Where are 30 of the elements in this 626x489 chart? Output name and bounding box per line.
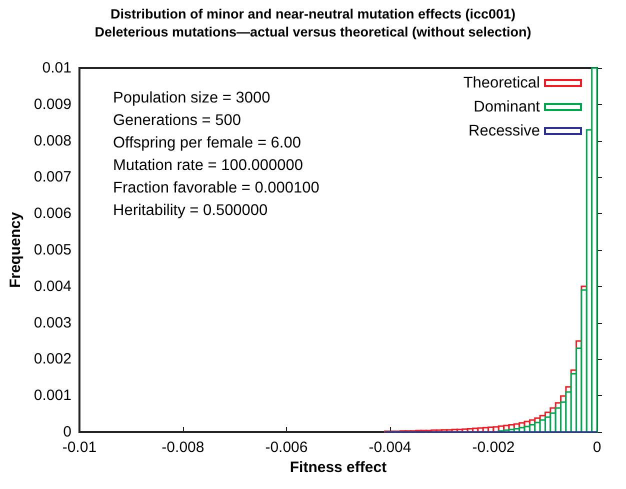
y-tick-label: 0.005 [34, 242, 72, 258]
legend-label: Theoretical [463, 74, 540, 92]
annotation: Generations = 500 [113, 112, 242, 129]
x-tick-label: -0.004 [368, 439, 412, 456]
annotation: Heritability = 0.500000 [113, 202, 268, 219]
y-axis-title: Frequency [7, 211, 24, 288]
annotation: Population size = 3000 [113, 90, 271, 106]
y-tick-label: 0.006 [34, 205, 72, 222]
y-tick-label: 0.007 [34, 168, 72, 186]
y-tick-label: 0.003 [34, 314, 72, 332]
annotation: Offspring per female = 6.00 [113, 134, 302, 152]
y-tick-label: 0.01 [42, 60, 72, 76]
y-tick-label: 0.004 [34, 278, 72, 295]
x-tick-label: -0.01 [62, 439, 97, 456]
annotation: Fraction favorable = 0.000100 [113, 180, 320, 196]
y-tick-label: 0.001 [34, 387, 72, 404]
x-tick-label: -0.008 [162, 439, 204, 456]
y-tick-label: 0.002 [34, 350, 72, 368]
x-tick-label: -0.006 [265, 439, 308, 456]
legend-label: Recessive [468, 122, 540, 140]
x-axis-title: Fitness effect [290, 458, 387, 476]
chart-subtitle: Deleterious mutations—actual versus theoretical (without selection) [94, 24, 532, 40]
chart-title: Distribution of minor and near-neutral mutation effects (icc001) [110, 6, 516, 22]
x-tick-label: 0 [592, 439, 602, 456]
x-tick-label: -0.002 [472, 439, 515, 456]
legend-label: Dominant [474, 98, 541, 116]
y-tick-label: 0.009 [34, 96, 72, 113]
y-tick-label: 0 [63, 424, 72, 440]
annotation: Mutation rate = 100.000000 [113, 157, 304, 174]
y-tick-label: 0.008 [34, 132, 72, 150]
